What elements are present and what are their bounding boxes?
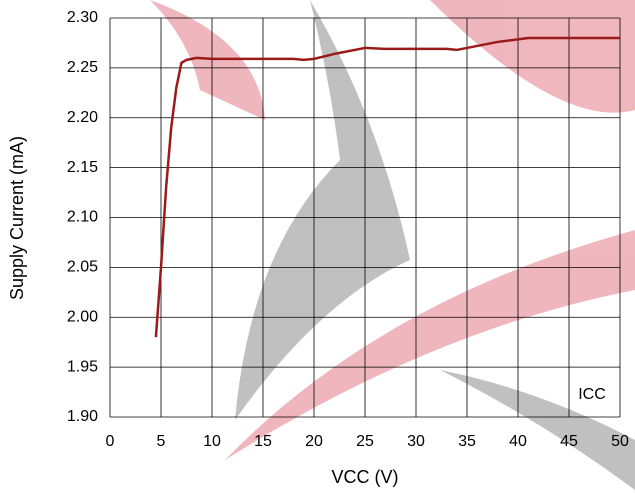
y-tick-label: 2.00 — [67, 308, 98, 325]
y-tick-label: 2.15 — [67, 159, 98, 176]
y-axis-label: Supply Current (mA) — [7, 136, 27, 300]
x-tick-label: 0 — [106, 433, 115, 450]
annotation: ICC — [578, 386, 606, 403]
x-tick-label: 50 — [611, 433, 629, 450]
x-tick-label: 5 — [157, 433, 166, 450]
x-tick-label: 20 — [305, 433, 323, 450]
y-tick-label: 1.90 — [67, 408, 98, 425]
x-tick-label: 30 — [407, 433, 425, 450]
y-tick-label: 2.20 — [67, 109, 98, 126]
y-tick-label: 2.10 — [67, 209, 98, 226]
x-tick-label: 35 — [458, 433, 476, 450]
watermark — [150, 0, 635, 490]
x-tick-label: 45 — [560, 433, 578, 450]
y-tick-label: 2.05 — [67, 259, 98, 276]
y-tick-label: 2.30 — [67, 9, 98, 26]
x-axis-label: VCC (V) — [332, 467, 399, 487]
x-tick-label: 10 — [203, 433, 221, 450]
y-tick-label: 1.95 — [67, 358, 98, 375]
x-tick-label: 25 — [356, 433, 374, 450]
y-tick-label: 2.25 — [67, 59, 98, 76]
x-tick-label: 40 — [509, 433, 527, 450]
x-tick-label: 15 — [254, 433, 272, 450]
data-line — [154, 36, 620, 338]
